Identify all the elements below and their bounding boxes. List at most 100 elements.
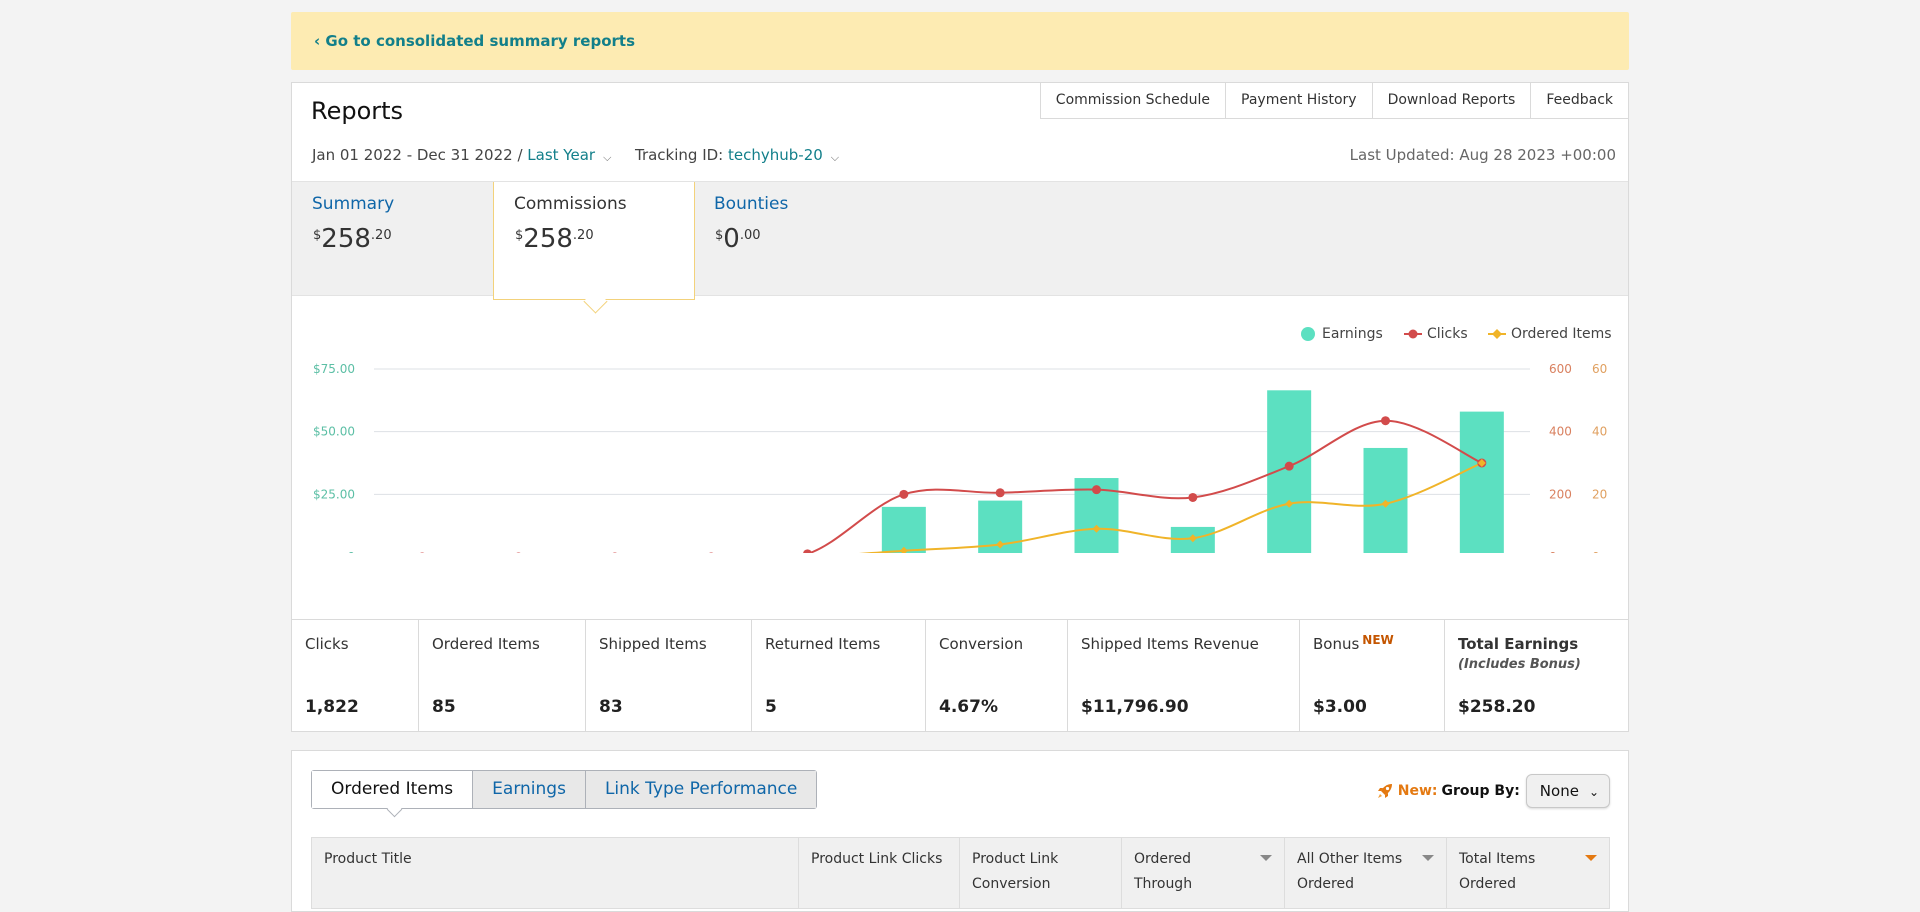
y-right-ordered-tick-label: 60 <box>1592 362 1607 376</box>
metric-value: $3.00 <box>1313 697 1367 717</box>
tab-commissions[interactable]: Commissions $258.20 <box>493 182 695 314</box>
commission-schedule-button[interactable]: Commission Schedule <box>1039 82 1227 119</box>
metric-label: Total Earnings (Includes Bonus) <box>1458 635 1581 672</box>
feedback-button[interactable]: Feedback <box>1530 82 1629 119</box>
page-title: Reports <box>311 97 404 125</box>
ordered-items-point <box>996 540 1005 549</box>
y-right-clicks-tick-label: 400 <box>1549 425 1572 439</box>
clicks-line <box>806 419 1483 553</box>
ordered-items-point <box>1381 499 1390 508</box>
metric-conversion: Conversion 4.67% <box>926 620 1068 731</box>
tracking-label: Tracking ID: <box>634 146 724 164</box>
column-product-link-clicks[interactable]: Product Link Clicks <box>799 838 960 908</box>
tab-bounties[interactable]: Bounties $0.00 <box>694 182 894 294</box>
reports-panel: Reports Commission Schedule Payment Hist… <box>291 82 1629 732</box>
tab-ordered-items[interactable]: Ordered Items <box>312 771 473 818</box>
chevron-down-icon: ⌄ <box>1588 785 1599 799</box>
metric-value: 85 <box>432 697 456 717</box>
filter-row: Jan 01 2022 - Dec 31 2022 / Last Year ⌵ T… <box>312 146 839 164</box>
metric-total-earnings: Total Earnings (Includes Bonus) $258.20 <box>1445 620 1628 731</box>
clicks-point <box>1092 485 1101 495</box>
tab-bounties-amount: $0.00 <box>715 224 761 254</box>
metric-label: Ordered Items <box>432 635 540 653</box>
ordered-items-line <box>859 462 1483 553</box>
tab-summary-amount: $258.20 <box>313 224 392 254</box>
ordered-items-point <box>1188 534 1197 543</box>
period-label: Last Year <box>527 146 596 164</box>
download-reports-button[interactable]: Download Reports <box>1371 82 1532 119</box>
metric-label: Shipped Items <box>599 635 707 653</box>
group-by-label: Group By: <box>1441 783 1520 799</box>
metric-value: 4.67% <box>939 697 998 717</box>
metrics-row: Clicks 1,822 Ordered Items 85 Shipped It… <box>292 619 1628 731</box>
consolidated-summary-link[interactable]: ‹ Go to consolidated summary reports <box>314 32 635 50</box>
details-panel: Ordered Items Earnings Link Type Perform… <box>291 750 1629 912</box>
metric-label: Clicks <box>305 635 349 653</box>
earnings-bar <box>1459 411 1504 553</box>
metric-sublabel: (Includes Bonus) <box>1458 657 1581 672</box>
tab-commissions-amount: $258.20 <box>515 224 594 254</box>
new-label: New: <box>1397 783 1438 799</box>
consolidated-notice-banner: ‹ Go to consolidated summary reports <box>291 12 1629 70</box>
metric-clicks: Clicks 1,822 <box>292 620 419 731</box>
tab-earnings[interactable]: Earnings <box>472 771 585 808</box>
detail-tabs: Ordered Items Earnings Link Type Perform… <box>311 770 818 818</box>
metric-value: 1,822 <box>305 697 359 717</box>
tab-summary-label: Summary <box>312 194 395 214</box>
clicks-point <box>1188 492 1198 502</box>
clicks-point <box>612 552 617 553</box>
legend-clicks-swatch <box>1404 329 1422 339</box>
y-left-tick-label: $25.00 <box>313 487 355 501</box>
y-right-clicks-tick-label: 0 <box>1549 550 1557 553</box>
legend-earnings-swatch <box>1301 327 1315 341</box>
report-top-links: Commission Schedule Payment History Down… <box>1039 82 1629 119</box>
metric-shipped-revenue: Shipped Items Revenue $11,796.90 <box>1068 620 1300 731</box>
y-right-ordered-tick-label: 0 <box>1592 550 1600 553</box>
y-left-tick-label: $75.00 <box>313 362 355 376</box>
column-total-items-ordered[interactable]: Total Items Ordered <box>1447 838 1609 908</box>
column-all-other-items-ordered[interactable]: All Other Items Ordered <box>1285 838 1447 908</box>
y-right-clicks-tick-label: 200 <box>1549 487 1572 501</box>
legend-earnings-label: Earnings <box>1322 326 1383 342</box>
column-product-link-conversion[interactable]: Product Link Conversion <box>960 838 1122 908</box>
last-updated: Last Updated: Aug 28 2023 +00:00 <box>1349 146 1616 164</box>
column-product-title[interactable]: Product Title <box>312 838 799 908</box>
ordered-items-point <box>899 546 908 553</box>
clicks-point <box>709 552 714 553</box>
y-left-tick-label: 0 <box>347 550 355 553</box>
ordered-items-point <box>1477 459 1486 467</box>
sort-active-icon <box>1585 855 1597 861</box>
period-dropdown[interactable]: Last Year ⌵ <box>527 146 611 164</box>
table-header: Product Title Product Link Clicks Produc… <box>311 837 1610 909</box>
clicks-point <box>1284 461 1294 471</box>
metric-label: Shipped Items Revenue <box>1081 635 1259 653</box>
clicks-point <box>803 549 812 553</box>
y-right-ordered-tick-label: 20 <box>1592 487 1607 501</box>
date-range: Jan 01 2022 - Dec 31 2022 / <box>312 146 523 164</box>
new-badge: NEW <box>1362 633 1394 647</box>
legend-earnings[interactable]: Earnings <box>1300 326 1383 342</box>
chevron-down-icon: ⌵ <box>830 151 840 164</box>
metric-label: Conversion <box>939 635 1024 653</box>
tracking-id-dropdown[interactable]: techyhub-20 ⌵ <box>728 146 839 164</box>
tab-bounties-label: Bounties <box>714 194 789 214</box>
legend-clicks[interactable]: Clicks <box>1404 326 1468 342</box>
clicks-point <box>1381 416 1390 426</box>
earnings-bar <box>881 506 926 553</box>
clicks-point <box>516 552 521 553</box>
tracking-id-value: techyhub-20 <box>728 146 823 164</box>
earnings-chart: 0$25.00$50.00$75.0002004006000204060Jan … <box>313 362 1607 553</box>
tab-summary[interactable]: Summary $258.20 <box>292 182 492 294</box>
column-ordered-through[interactable]: Ordered Through <box>1122 838 1285 908</box>
tab-commissions-label: Commissions <box>514 194 627 214</box>
ordered-items-point <box>1092 524 1101 533</box>
tab-link-type-performance[interactable]: Link Type Performance <box>584 771 817 808</box>
metric-ordered-items: Ordered Items 85 <box>419 620 586 731</box>
metric-value: 83 <box>599 697 623 717</box>
clicks-point <box>995 488 1005 498</box>
sort-icon <box>1422 855 1434 861</box>
metric-bonus: Bonus NEW $3.00 <box>1300 620 1445 731</box>
group-by-select[interactable]: None ⌄ <box>1525 774 1610 808</box>
legend-ordered-items[interactable]: Ordered Items <box>1488 326 1612 342</box>
legend-clicks-label: Clicks <box>1427 326 1468 342</box>
